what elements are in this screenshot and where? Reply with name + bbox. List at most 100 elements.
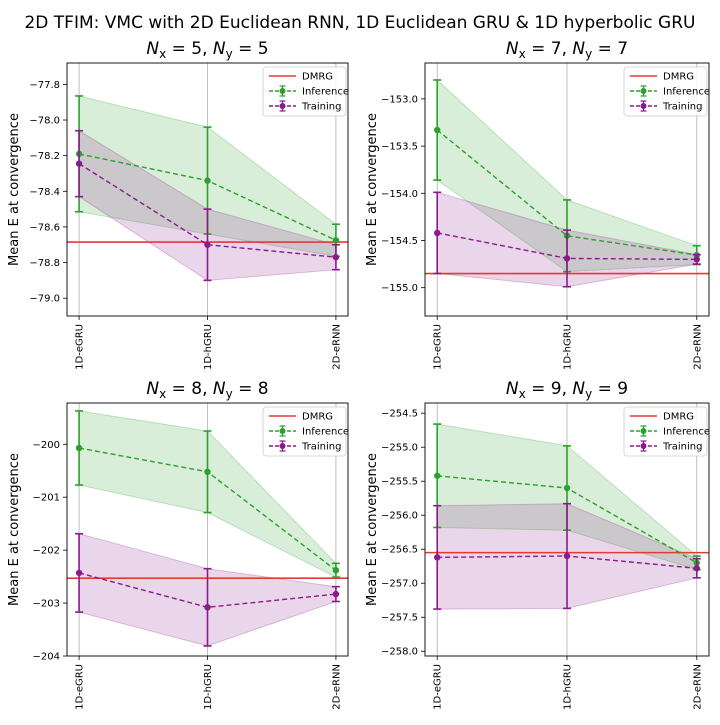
legend-swatch-marker [640,428,647,434]
x-tick-label: 1D-eGRU [75,324,86,370]
panel-title-part: = 7 [592,39,628,59]
y-axis-label: Mean E at convergence [365,453,380,606]
panel-title-part: y [226,47,233,61]
data-point-training [693,256,700,263]
legend: DMRG Inference Training [262,66,349,117]
legend-label: Inference [663,87,710,98]
y-tick-label: −256.0 [381,511,418,522]
legend-swatch-marker [640,88,647,94]
y-tick-label: −79.0 [29,294,60,305]
y-tick-label: −201 [33,493,60,504]
plot-area [425,78,709,288]
y-tick-label: −154.0 [381,189,418,200]
panel-title-part: x [159,47,166,61]
legend-label: DMRG [302,72,333,83]
y-axis-label: Mean E at convergence [7,113,22,266]
x-tick-label: 1D-eGRU [75,664,86,710]
chart-panel-3: −200 −201 −202 −203 −204 1D-eGRU 1D-hGRU 2D-eRN… [7,379,349,710]
data-point-inference [434,472,441,479]
data-point-inference [434,126,441,134]
chart-panel-4: −254.5 −255.0 −255.5 −256.0 −256.5 −257.0 −257… [365,379,710,710]
legend-label: Training [662,442,702,453]
legend: DMRG Inference Training [262,406,349,457]
legend-label: DMRG [663,72,694,83]
x-tick-label: 1D-eGRU [433,324,444,370]
legend-swatch-marker [640,103,647,109]
figure-suptitle: 2D TFIM: VMC with 2D Euclidean RNN, 1D E… [24,13,695,33]
legend: DMRG Inference Training [623,406,710,457]
y-axis-label: Mean E at convergence [7,453,22,606]
data-point-training [563,552,571,560]
y-tick-label: −203 [33,599,60,610]
y-tick-label: −78.4 [29,187,60,198]
y-tick-label: −256.5 [381,545,418,556]
data-point-inference [332,237,340,244]
data-point-training [204,241,211,248]
x-tick-label: 1D-hGRU [203,664,214,710]
x-tick-label: 1D-hGRU [563,664,574,710]
panel-title-part: x [519,387,526,401]
panel-title-part: x [159,387,166,401]
plot-area [67,410,348,647]
data-point-training [332,254,340,261]
panel-title-part: = 9 [592,379,628,399]
data-point-inference [332,567,340,574]
panel-title-part: N [146,39,159,59]
legend-label: Inference [302,87,349,98]
panel-title: Nx = 9, Ny = 9 [506,379,628,401]
legend-label: Training [301,442,341,453]
x-tick-label: 1D-hGRU [203,324,214,370]
panel-title-part: N [572,379,585,399]
panel-title-part: y [585,387,592,401]
panel-title-part: = 7, [526,39,573,59]
legend-swatch-marker [279,428,286,434]
data-point-training [75,160,83,167]
x-tick-label: 2D-eRNN [331,324,342,370]
y-tick-label: −153.5 [381,142,418,153]
legend-swatch-marker [640,443,647,449]
panel-title-part: = 5 [233,39,269,59]
legend-label: DMRG [302,412,333,423]
legend-label: DMRG [663,412,694,423]
y-tick-label: −78.2 [29,151,60,162]
y-tick-label: −78.0 [29,116,60,127]
data-point-inference [75,444,83,452]
panel-title-part: y [585,47,592,61]
legend-label: Training [662,102,702,113]
y-tick-label: −258.0 [381,647,418,658]
panel-title-part: = 8, [166,379,213,399]
y-tick-label: −255.5 [381,477,418,488]
x-tick-label: 2D-eRNN [692,324,703,370]
y-tick-label: −204 [33,652,60,663]
panel-title-part: N [572,39,585,59]
y-tick-label: −257.5 [381,613,418,624]
data-point-training [75,569,83,577]
y-tick-label: −257.0 [381,579,418,590]
chart-panel-2: −153.0 −153.5 −154.0 −154.5 −155.0 1D-eGRU 1D-… [365,39,710,370]
legend-swatch-marker [279,103,286,109]
x-tick-label: 2D-eRNN [692,664,703,710]
panel-title-part: N [506,379,519,399]
data-point-training [693,565,700,572]
panel-title: Nx = 8, Ny = 8 [146,379,268,401]
panel-title-part: N [213,39,226,59]
legend-swatch-marker [279,88,286,94]
legend-label: Inference [302,427,349,438]
y-tick-label: −155.0 [381,283,418,294]
panel-title-part: N [213,379,226,399]
plot-area [67,95,348,282]
panel-title-part: = 5, [166,39,213,59]
x-tick-label: 1D-hGRU [563,324,574,370]
panel-title-part: = 9, [526,379,573,399]
y-tick-label: −255.0 [381,443,418,454]
y-axis-label: Mean E at convergence [365,113,380,266]
data-point-training [434,554,441,561]
y-tick-label: −200 [33,440,60,451]
data-point-training [332,590,340,598]
data-point-training [434,229,441,237]
y-tick-label: −78.8 [29,258,60,269]
panel-title: Nx = 7, Ny = 7 [506,39,628,61]
legend: DMRG Inference Training [623,66,710,117]
